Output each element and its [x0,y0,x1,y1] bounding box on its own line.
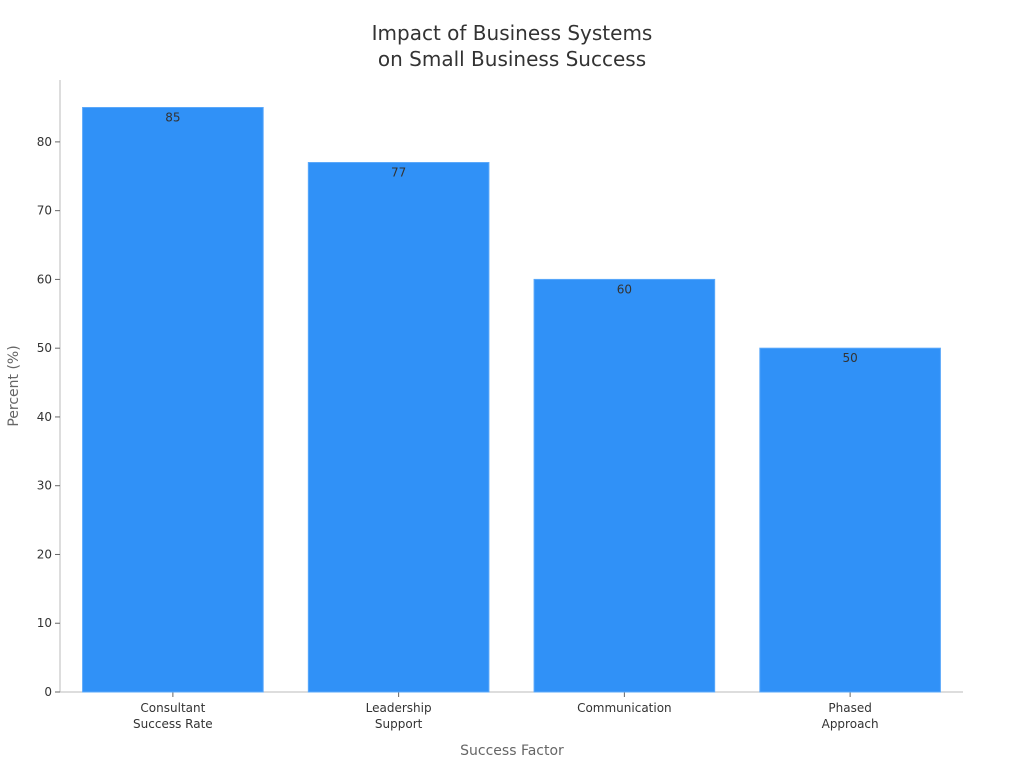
y-tick-label: 70 [37,204,52,218]
y-tick-label: 50 [37,341,52,355]
chart-title-line: on Small Business Success [378,47,646,71]
chart-title-line: Impact of Business Systems [372,21,653,45]
x-tick-label-line: Communication [577,701,672,715]
y-tick-label: 80 [37,135,52,149]
x-tick-label-line: Success Rate [133,717,213,731]
bar [82,107,264,693]
x-tick-label-line: Support [375,717,423,731]
bar [307,162,490,693]
x-tick-label: Phased Approach [822,701,879,731]
x-tick-label: Consultant Success Rate [133,701,213,731]
x-tick-label: Leadership Support [366,701,432,731]
y-tick-label: 30 [37,479,52,493]
x-axis-title: Success Factor [460,743,564,759]
x-tick-label-line: Phased [828,701,871,715]
x-tick-label-line: Consultant [140,701,205,715]
bar-value-label: 85 [165,111,180,125]
data-labels: 85 77 60 50 [165,111,858,366]
chart-title: Impact of Business Systems on Small Busin… [372,21,653,71]
x-tick-label-line: Leadership [366,701,432,715]
bars [82,107,941,693]
axes: 0 10 20 30 40 50 60 70 80 Consultant Success Rate L… [37,80,963,731]
bar-value-label: 50 [842,351,857,365]
bar [759,347,941,693]
y-tick-label: 0 [44,685,52,699]
y-tick-label: 20 [37,547,52,561]
y-tick-label: 60 [37,272,52,286]
y-tick-label: 10 [37,616,52,630]
bar [533,278,716,693]
bar-value-label: 77 [391,166,406,180]
x-tick-label-line: Approach [822,717,879,731]
y-tick-label: 40 [37,410,52,424]
y-axis-title: Percent (%) [6,345,22,426]
bar-value-label: 60 [617,282,632,296]
x-tick-label: Communication [577,701,672,715]
